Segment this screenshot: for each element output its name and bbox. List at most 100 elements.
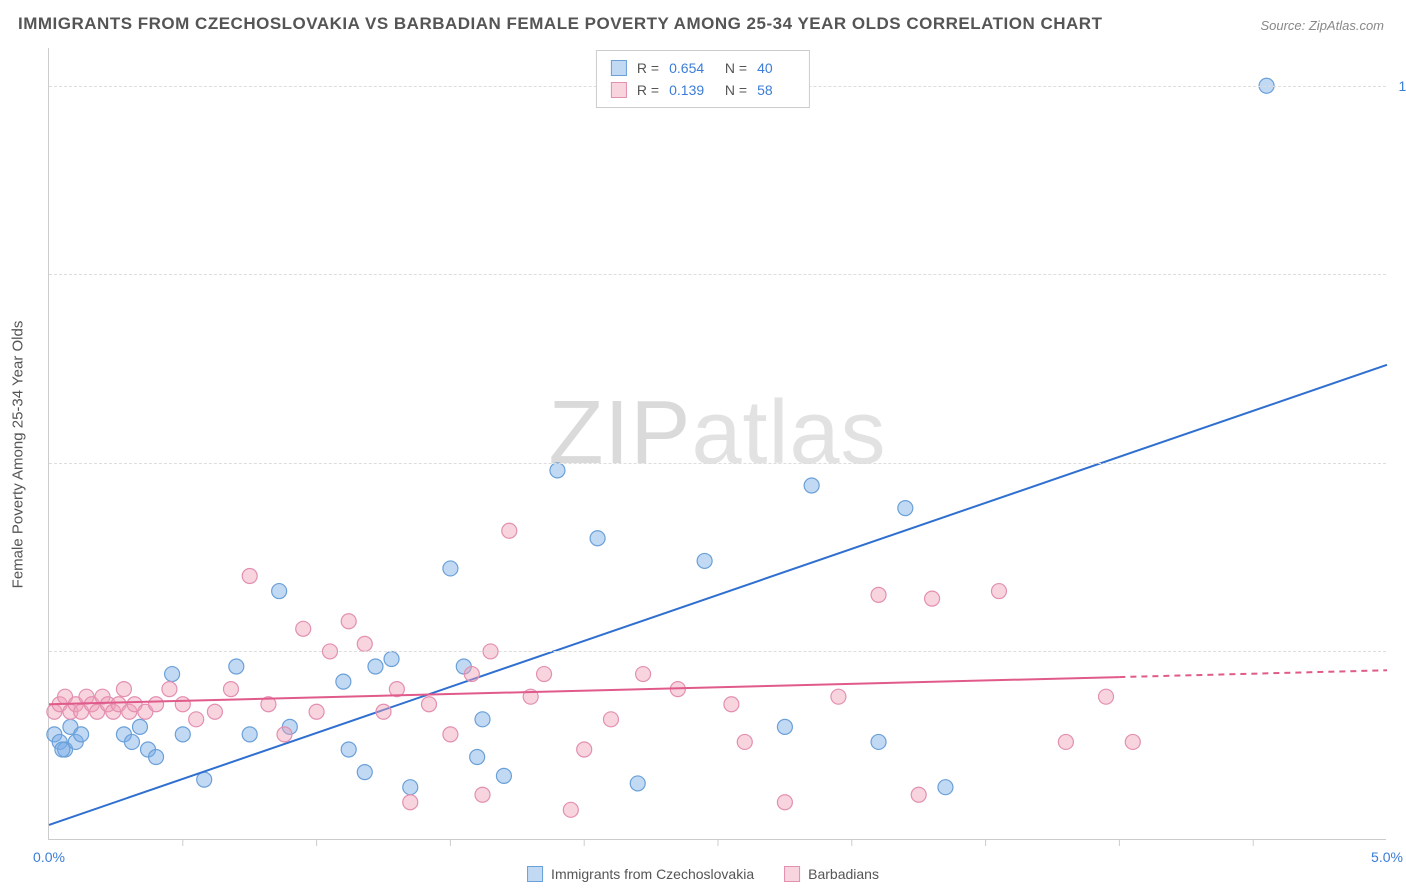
trend-line-dashed xyxy=(1119,670,1387,677)
scatter-point xyxy=(403,780,418,795)
chart-container: IMMIGRANTS FROM CZECHOSLOVAKIA VS BARBAD… xyxy=(0,0,1406,892)
plot-svg xyxy=(49,48,1386,839)
legend-n-value: 40 xyxy=(757,60,795,76)
gridline-h xyxy=(49,274,1386,275)
legend-r-value: 0.654 xyxy=(669,60,707,76)
scatter-point xyxy=(537,667,552,682)
legend-swatch xyxy=(527,866,543,882)
legend-row: R = 0.139 N = 58 xyxy=(611,79,795,101)
scatter-point xyxy=(898,501,913,516)
scatter-point xyxy=(871,587,886,602)
trend-line xyxy=(49,677,1119,704)
scatter-point xyxy=(724,697,739,712)
scatter-point xyxy=(341,742,356,757)
scatter-point xyxy=(502,523,517,538)
legend-r-value: 0.139 xyxy=(669,82,707,98)
scatter-point xyxy=(341,614,356,629)
series-legend-item: Immigrants from Czechoslovakia xyxy=(527,866,754,882)
scatter-point xyxy=(223,682,238,697)
y-tick-label: 75.0% xyxy=(1391,266,1406,282)
scatter-point xyxy=(475,787,490,802)
scatter-point xyxy=(1125,734,1140,749)
legend-row: R = 0.654 N = 40 xyxy=(611,57,795,79)
scatter-point xyxy=(470,750,485,765)
scatter-point xyxy=(309,704,324,719)
plot-area: ZIPatlas 25.0%50.0%75.0%100.0%0.0%5.0% xyxy=(48,48,1386,840)
scatter-point xyxy=(443,561,458,576)
legend-n-label: N = xyxy=(717,82,747,98)
scatter-point xyxy=(697,553,712,568)
scatter-point xyxy=(777,719,792,734)
scatter-point xyxy=(165,667,180,682)
y-tick-label: 50.0% xyxy=(1391,455,1406,471)
scatter-point xyxy=(242,727,257,742)
scatter-point xyxy=(207,704,222,719)
scatter-point xyxy=(189,712,204,727)
scatter-point xyxy=(1099,689,1114,704)
scatter-point xyxy=(229,659,244,674)
y-axis-title: Female Poverty Among 25-34 Year Olds xyxy=(10,321,27,589)
gridline-h xyxy=(49,463,1386,464)
scatter-point xyxy=(443,727,458,742)
scatter-point xyxy=(991,584,1006,599)
gridline-h xyxy=(49,651,1386,652)
legend-swatch xyxy=(784,866,800,882)
scatter-point xyxy=(149,697,164,712)
scatter-point xyxy=(1058,734,1073,749)
scatter-point xyxy=(777,795,792,810)
scatter-point xyxy=(421,697,436,712)
legend-r-label: R = xyxy=(637,60,659,76)
scatter-point xyxy=(737,734,752,749)
scatter-point xyxy=(384,651,399,666)
legend-r-label: R = xyxy=(637,82,659,98)
legend-n-value: 58 xyxy=(757,82,795,98)
scatter-point xyxy=(938,780,953,795)
scatter-point xyxy=(496,768,511,783)
scatter-point xyxy=(197,772,212,787)
scatter-point xyxy=(277,727,292,742)
scatter-point xyxy=(603,712,618,727)
legend-swatch xyxy=(611,82,627,98)
scatter-point xyxy=(475,712,490,727)
series-name: Immigrants from Czechoslovakia xyxy=(551,866,754,882)
scatter-point xyxy=(925,591,940,606)
scatter-point xyxy=(464,667,479,682)
scatter-point xyxy=(911,787,926,802)
trend-line xyxy=(49,365,1387,825)
x-tick-label-min: 0.0% xyxy=(33,849,65,865)
y-tick-label: 25.0% xyxy=(1391,643,1406,659)
scatter-point xyxy=(357,636,372,651)
scatter-point xyxy=(590,531,605,546)
series-legend-item: Barbadians xyxy=(784,866,879,882)
scatter-point xyxy=(630,776,645,791)
scatter-point xyxy=(636,667,651,682)
scatter-point xyxy=(831,689,846,704)
legend-swatch xyxy=(611,60,627,76)
scatter-point xyxy=(272,584,287,599)
scatter-point xyxy=(403,795,418,810)
scatter-point xyxy=(74,727,89,742)
source-label: Source: ZipAtlas.com xyxy=(1260,18,1384,33)
scatter-point xyxy=(577,742,592,757)
scatter-point xyxy=(124,734,139,749)
series-legend: Immigrants from Czechoslovakia Barbadians xyxy=(519,864,887,884)
scatter-point xyxy=(550,463,565,478)
scatter-point xyxy=(175,697,190,712)
scatter-point xyxy=(116,682,131,697)
scatter-point xyxy=(175,727,190,742)
scatter-point xyxy=(132,719,147,734)
scatter-point xyxy=(149,750,164,765)
scatter-point xyxy=(804,478,819,493)
scatter-point xyxy=(242,569,257,584)
x-tick-label-max: 5.0% xyxy=(1371,849,1403,865)
scatter-point xyxy=(162,682,177,697)
legend-n-label: N = xyxy=(717,60,747,76)
scatter-point xyxy=(336,674,351,689)
scatter-point xyxy=(357,765,372,780)
y-tick-label: 100.0% xyxy=(1391,78,1406,94)
scatter-point xyxy=(55,742,70,757)
scatter-point xyxy=(296,621,311,636)
scatter-point xyxy=(871,734,886,749)
scatter-point xyxy=(563,802,578,817)
series-name: Barbadians xyxy=(808,866,879,882)
